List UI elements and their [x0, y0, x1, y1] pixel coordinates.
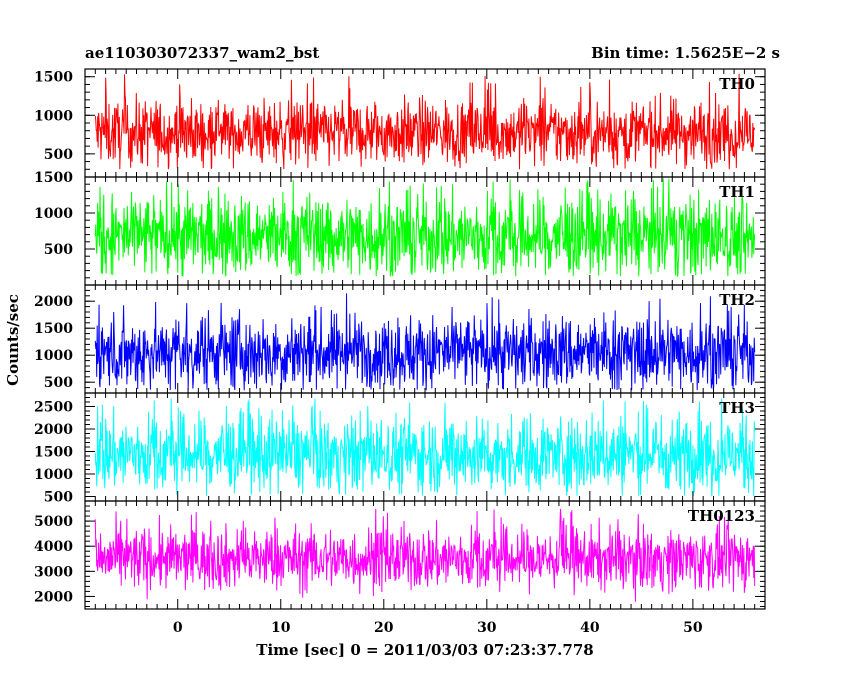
panel-label-th0: TH0 — [719, 75, 755, 93]
panel-label-th2: TH2 — [719, 291, 755, 309]
series-line-th3 — [94, 398, 756, 497]
x-tick-label: 50 — [683, 620, 703, 636]
y-tick-label: 3000 — [34, 564, 73, 580]
series-line-th0 — [94, 73, 756, 170]
y-tick-label: 2000 — [34, 589, 73, 605]
panel-label-th3: TH3 — [719, 399, 755, 417]
x-tick-label: 10 — [271, 620, 291, 636]
y-tick-label: 500 — [44, 375, 73, 391]
y-tick-label: 1500 — [34, 445, 73, 461]
y-tick-label: 1500 — [34, 170, 73, 186]
panel-label-th0123: TH0123 — [688, 507, 755, 525]
y-tick-label: 500 — [44, 147, 73, 163]
y-tick-label: 1000 — [34, 467, 73, 483]
y-tick-label: 1000 — [34, 348, 73, 364]
y-tick-label: 1500 — [34, 70, 73, 86]
x-axis-label: Time [sec] 0 = 2011/03/03 07:23:37.778 — [256, 641, 593, 659]
x-tick-label: 40 — [580, 620, 600, 636]
y-tick-label: 500 — [44, 242, 73, 258]
series-line-th1 — [94, 178, 756, 278]
x-tick-label: 0 — [173, 620, 183, 636]
y-tick-label: 2000 — [34, 422, 73, 438]
y-tick-label: 1000 — [34, 108, 73, 124]
y-tick-label: 1500 — [34, 321, 73, 337]
y-tick-label: 4000 — [34, 539, 73, 555]
panel-frame-th3 — [84, 392, 766, 502]
y-tick-label: 2000 — [34, 294, 73, 310]
bin-time-label: Bin time: 1.5625E−2 s — [591, 44, 780, 62]
series-line-th0123 — [94, 508, 756, 602]
chart-title: ae110303072337_wam2_bst — [85, 44, 320, 62]
y-tick-label: 5000 — [34, 514, 73, 530]
x-tick-label: 20 — [374, 620, 394, 636]
panel-label-th1: TH1 — [719, 183, 755, 201]
y-tick-label: 2500 — [34, 400, 73, 416]
y-tick-label: 500 — [44, 490, 73, 506]
y-axis-label: Counts/sec — [4, 294, 22, 386]
x-tick-label: 30 — [477, 620, 497, 636]
y-tick-label: 1000 — [34, 206, 73, 222]
series-line-th2 — [94, 293, 756, 391]
